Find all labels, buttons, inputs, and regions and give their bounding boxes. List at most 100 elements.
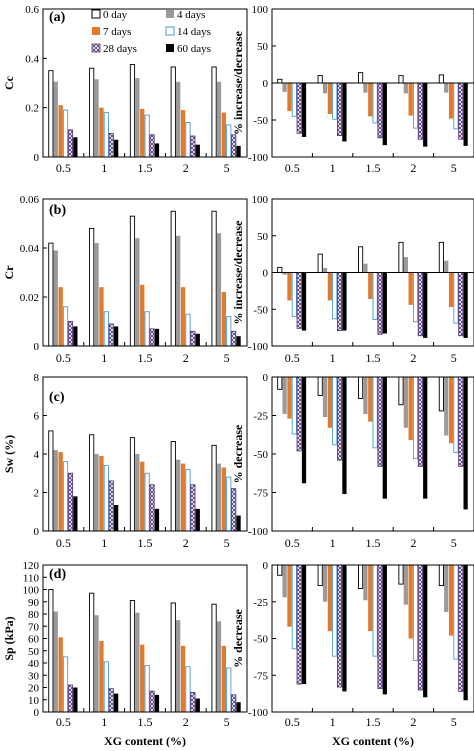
bar-day14 (412, 82, 419, 129)
bar-day7 (99, 455, 104, 531)
chart-panel-5-plot: -100 -75 -50 -25 0 % decrease 0.5 1 1.5 2 5 (231, 372, 474, 550)
bar-day4 (135, 78, 140, 157)
y-tick-label: 100 (252, 194, 269, 206)
bar-day0 (129, 600, 136, 713)
bar-day28 (458, 272, 464, 337)
bar-day7 (58, 637, 63, 712)
plot-frame (42, 564, 248, 713)
bar-day28 (67, 684, 74, 713)
y-tick-label: 0.6 (25, 4, 39, 16)
bar-day14 (332, 564, 338, 657)
bar-day14 (144, 665, 150, 713)
bar-day60 (342, 83, 347, 142)
bar-day14 (226, 476, 232, 532)
bar-day4 (176, 235, 181, 346)
bar-day60 (423, 83, 428, 147)
y-tick-label: 60 (28, 634, 40, 646)
bar-day60 (463, 272, 468, 338)
legend-entry-7days: 7 days (92, 26, 131, 38)
y-tick-label: 30 (28, 670, 40, 682)
bar-day4 (363, 263, 368, 273)
bar-day7 (58, 105, 63, 157)
y-tick-label: 0 (263, 78, 269, 90)
x-tick-label: 0.5 (56, 161, 71, 175)
x-tick-label: 5 (224, 536, 230, 550)
bar-day60 (342, 565, 347, 692)
bar-day0 (48, 242, 54, 347)
y-tick-label: 8 (34, 372, 40, 384)
bar-day28 (67, 129, 74, 158)
bar-day60 (195, 333, 200, 346)
bar-day28 (417, 376, 423, 467)
bar-day60 (73, 687, 78, 712)
legend-label-28days: 28 days (103, 43, 137, 55)
bar-day4 (135, 454, 140, 531)
bar-day14 (372, 376, 378, 449)
y-tick-label: 0 (263, 372, 269, 384)
bar-day28 (108, 688, 114, 713)
y-tick-label: -50 (253, 449, 268, 461)
x-tick-label: 1 (330, 351, 336, 365)
x-tick-label: 5 (451, 536, 457, 550)
y-axis-title: % increase/decrease (231, 220, 245, 325)
bar-day60 (73, 496, 78, 531)
x-tick-label: 1 (101, 161, 107, 175)
bar-day14 (103, 112, 109, 158)
bar-day60 (382, 272, 387, 334)
bar-day28 (231, 694, 237, 713)
bar-day60 (195, 698, 200, 712)
bar-day28 (458, 564, 464, 692)
bar-day4 (322, 268, 328, 273)
bar-day14 (103, 465, 109, 532)
panel-label-b: (b) (49, 203, 66, 218)
bar-day14 (453, 376, 459, 453)
bar-day14 (412, 376, 419, 460)
bar-day7 (99, 287, 104, 346)
bar-day4 (363, 565, 368, 601)
chart-panel-1-plot: -100 -50 0 50 100 % increase/decrease 0.5 1 1.5 2… (231, 4, 474, 175)
chart-panel-2-plot: 0 0.02 0.04 0.06 Cr 0.5 1 1.5 2 5 (2, 194, 248, 365)
bar-day14 (291, 82, 297, 117)
y-tick-label: 0 (34, 341, 40, 353)
bar-day0 (170, 66, 176, 158)
bar-day7 (327, 272, 332, 301)
bar-day0 (170, 441, 176, 532)
bar-day7 (448, 565, 454, 636)
x-tick-label: 0.5 (56, 351, 71, 365)
bar-day4 (444, 260, 449, 273)
x-tick-label: 1.5 (366, 161, 381, 175)
bar-day4 (94, 79, 99, 157)
bar-day28 (149, 328, 155, 347)
bar-day60 (113, 139, 119, 157)
chart-panel-0-plot: 0 0.2 0.4 0.6 Cc 0.5 1 1.5 2 5 (2, 4, 248, 175)
bar-day60 (154, 328, 160, 346)
bar-day0 (438, 74, 444, 84)
bar-day7 (368, 272, 373, 299)
bar-day28 (336, 564, 343, 688)
y-tick-label: 50 (257, 231, 269, 243)
y-tick-label: 100 (23, 585, 40, 597)
bar-day14 (291, 272, 297, 318)
y-axis-title: Sw (%) (2, 435, 16, 473)
bar-day60 (463, 377, 468, 510)
bar-day7 (327, 377, 332, 428)
bar-day14 (144, 311, 150, 347)
bar-day7 (140, 108, 145, 157)
bar-day0 (438, 241, 444, 273)
bar-day7 (408, 272, 413, 305)
bar-day4 (282, 83, 287, 92)
x-tick-label: 0.5 (285, 351, 300, 365)
bar-day7 (448, 83, 454, 119)
bar-day7 (408, 83, 413, 116)
bar-day28 (377, 564, 383, 689)
y-tick-label: 80 (28, 609, 40, 621)
bar-day28 (149, 484, 155, 532)
bar-day0 (277, 376, 283, 390)
bar-day4 (216, 463, 222, 531)
bar-day0 (317, 253, 323, 273)
bar-day7 (58, 287, 63, 346)
bar-day4 (53, 450, 58, 531)
y-tick-label: 0.04 (20, 243, 40, 255)
bar-day28 (296, 376, 302, 452)
bar-day0 (48, 70, 54, 158)
